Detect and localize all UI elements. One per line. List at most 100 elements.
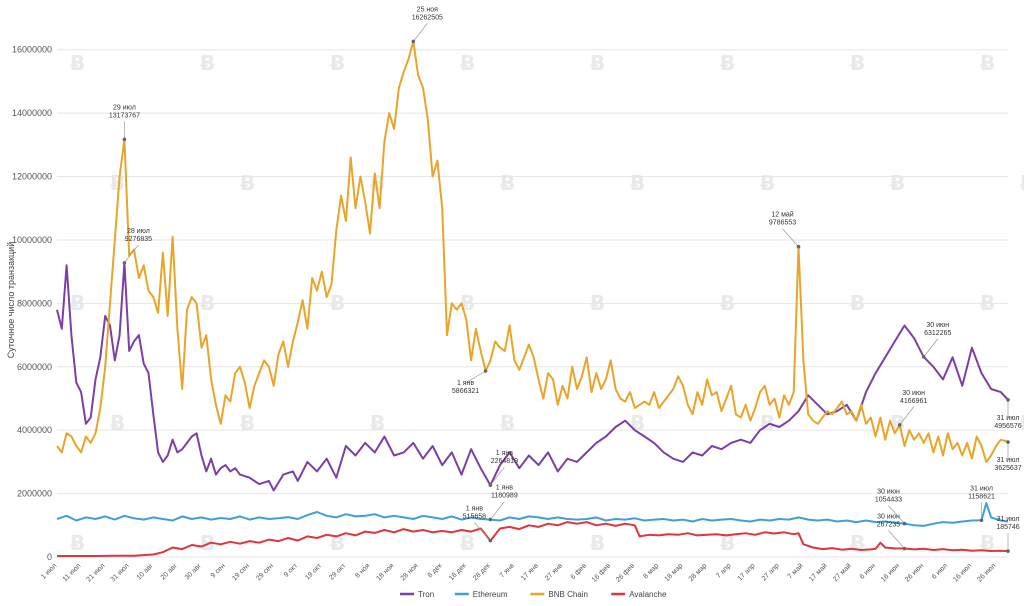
watermark-logo: Ƀ <box>890 171 905 195</box>
x-tick-label: 8 дек <box>427 562 445 580</box>
annotation-label: 9276835 <box>125 236 152 243</box>
annotation-label: 29 июл <box>113 104 136 111</box>
x-tick-label: 7 янв <box>499 562 516 579</box>
annotation-label: 31 июл <box>997 457 1020 464</box>
annotation-label: 1180989 <box>491 493 518 500</box>
x-tick-label: 17 апр <box>737 562 757 582</box>
watermark-logo: Ƀ <box>200 51 215 75</box>
x-tick-label: 19 сен <box>231 562 251 582</box>
annotation-point <box>921 355 926 359</box>
x-tick-label: 17 май <box>807 562 829 584</box>
x-tick-label: 29 окт <box>328 562 348 582</box>
annotation-leader <box>899 406 914 426</box>
x-tick-label: 9 сен <box>210 562 227 579</box>
x-tick-label: 16 фев <box>591 562 612 583</box>
watermark-logo: Ƀ <box>980 51 995 75</box>
grid-lines <box>57 49 1008 558</box>
y-tick-label: 4000000 <box>17 425 52 435</box>
annotation-label: 267235 <box>877 522 900 529</box>
watermark-logo: Ƀ <box>370 411 385 435</box>
x-tick-label: 8 ноя <box>354 562 371 579</box>
annotation-point <box>122 137 127 142</box>
x-tick-label: 7 май <box>786 562 805 581</box>
x-tick-label: 8 мар <box>642 562 660 580</box>
x-axis-ticks: 1 июл 11 июл 21 июл 31 июл 10 авг 20 авг 30 ав… <box>40 562 997 584</box>
annotation-label: 31 июл <box>997 415 1020 422</box>
watermark-logo: Ƀ <box>630 171 645 195</box>
x-tick-label: 19 окт <box>304 562 324 582</box>
annotation-leader <box>782 228 799 247</box>
annotation-point <box>897 423 902 427</box>
y-tick-label: 2000000 <box>17 489 52 499</box>
watermark-logo: Ƀ <box>980 531 995 555</box>
annotation-label: 1 янв <box>496 450 513 457</box>
annotation-leader <box>474 522 491 541</box>
series-line-bnb-chain <box>56 40 1009 463</box>
annotation-label: 9786553 <box>769 220 796 227</box>
annotation-point <box>1006 398 1010 402</box>
x-tick-label: 18 дек <box>448 562 468 582</box>
annotation-label: 30 июн <box>877 489 900 496</box>
annotation-label: 30 июн <box>902 390 925 397</box>
annotation-label: 6312265 <box>924 330 951 337</box>
x-tick-label: 16 июн <box>880 562 901 583</box>
legend-label: BNB Chain <box>548 590 588 599</box>
x-tick-label: 28 дек <box>472 562 492 582</box>
annotation-leader <box>413 23 428 42</box>
x-tick-label: 10 авг <box>136 562 155 581</box>
annotation-label: 1158621 <box>968 493 995 500</box>
watermark-logo: Ƀ <box>330 51 345 75</box>
watermark-logo: Ƀ <box>590 531 605 555</box>
annotation-point <box>488 517 493 522</box>
annotation-leader <box>490 501 505 520</box>
annotation-label: 5866321 <box>452 388 479 395</box>
x-tick-label: 11 июл <box>62 562 83 583</box>
watermark-logo: Ƀ <box>460 51 475 75</box>
annotation-label: 1054433 <box>875 497 902 504</box>
x-tick-label: 27 апр <box>761 562 781 582</box>
x-tick-label: 31 июл <box>110 562 131 583</box>
annotation-label: 185746 <box>996 524 1019 531</box>
watermark-logo: Ƀ <box>760 411 775 435</box>
watermark-logo: Ƀ <box>500 411 515 435</box>
annotation-label: 12 май <box>771 211 793 219</box>
x-tick-label: 26 июн <box>904 562 925 583</box>
x-tick-label: 7 апр <box>715 562 732 579</box>
legend-label: Avalanche <box>629 590 667 599</box>
annotation-label: 4956576 <box>994 423 1021 430</box>
x-tick-label: 6 июн <box>859 562 877 580</box>
annotation-leader <box>888 530 905 549</box>
annotation-leader <box>888 505 905 524</box>
annotation-label: 25 ноя <box>417 6 438 13</box>
x-tick-label: 17 янв <box>520 562 540 582</box>
x-tick-label: 26 июл <box>976 562 997 583</box>
x-tick-label: 27 янв <box>544 562 564 582</box>
annotation-leader <box>490 466 505 486</box>
annotation-leader <box>124 244 139 264</box>
x-tick-label: 26 фев <box>615 562 636 583</box>
annotation-label: 28 июл <box>127 228 150 235</box>
y-tick-label: 14000000 <box>12 108 52 118</box>
watermark-logo: Ƀ <box>240 171 255 195</box>
watermark-logo: Ƀ <box>890 411 905 435</box>
annotation-label: 1 янв <box>466 506 483 513</box>
y-tick-label: 6000000 <box>17 362 52 372</box>
y-tick-label: 12000000 <box>12 172 52 182</box>
x-tick-label: 18 мар <box>664 562 685 583</box>
x-tick-label: 21 июл <box>85 562 106 583</box>
annotation-label: 3625637 <box>994 465 1021 472</box>
annotation-leader <box>923 338 939 358</box>
watermark-logo: Ƀ <box>240 411 255 435</box>
x-tick-label: 29 сен <box>255 562 275 582</box>
x-tick-label: 30 авг <box>184 562 203 581</box>
watermark-logo: Ƀ <box>70 51 85 75</box>
legend-label: Ethereum <box>473 590 508 599</box>
y-tick-label: 0 <box>47 552 52 562</box>
y-tick-label: 16000000 <box>12 45 52 55</box>
annotation-point <box>796 244 801 249</box>
annotation-point <box>488 538 493 543</box>
watermark-logo: Ƀ <box>500 171 515 195</box>
x-tick-label: 6 июл <box>931 562 949 580</box>
annotation-point <box>902 521 907 526</box>
